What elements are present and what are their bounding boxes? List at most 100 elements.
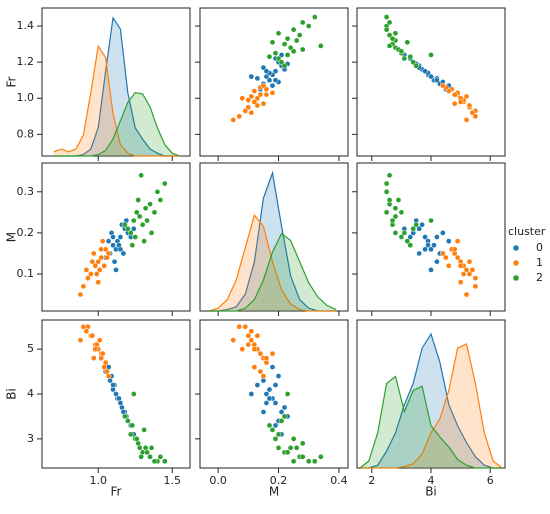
scatter-point [248, 109, 255, 116]
scatter-point [422, 246, 428, 253]
scatter-point [281, 404, 288, 411]
scatter-point [251, 364, 258, 370]
scatter-point [144, 449, 150, 456]
scatter-point [245, 104, 252, 111]
scatter-point [110, 382, 116, 388]
scatter-point [383, 180, 390, 187]
scatter-point [445, 262, 452, 269]
scatter-point [383, 14, 390, 20]
x-tick-label: 6 [487, 474, 494, 487]
scatter-point [151, 458, 158, 465]
panel: 1.0 1.5 3 4 5 [27, 319, 191, 487]
scatter-point [248, 328, 255, 335]
panel [199, 162, 349, 316]
x-tick-label: 0.4 [330, 474, 348, 487]
scatter-point [299, 440, 306, 447]
scatter-point [98, 246, 105, 253]
scatter-point [138, 172, 145, 179]
scatter-point [428, 73, 434, 80]
scatter-point [151, 209, 158, 216]
scatter-point [254, 95, 261, 102]
scatter-point [305, 458, 312, 465]
scatter-point [90, 355, 97, 361]
scatter-point [90, 250, 97, 257]
scatter-point [251, 346, 258, 353]
x-tick-label: 4 [428, 474, 435, 487]
scatter-point [386, 197, 393, 203]
x-axis-label: Bi [425, 485, 437, 499]
scatter-point [248, 337, 255, 344]
scatter-point [80, 283, 87, 290]
kde-area [53, 92, 180, 156]
x-tick-label: 0.2 [270, 474, 288, 487]
scatter-point [317, 43, 324, 49]
scatter-point [272, 50, 279, 56]
y-tick-label: 1.0 [17, 91, 35, 104]
scatter-point [117, 234, 124, 240]
scatter-point [266, 53, 273, 60]
scatter-point [148, 230, 155, 236]
scatter-point [127, 230, 134, 236]
scatter-point [269, 427, 276, 433]
scatter-point [299, 46, 306, 53]
scatter-point [466, 258, 473, 265]
scatter-point [245, 332, 252, 339]
scatter-point [428, 267, 434, 273]
scatter-point [395, 197, 402, 203]
scatter-point [157, 453, 164, 460]
scatter-point [105, 238, 112, 244]
scatter-point [401, 230, 408, 236]
scatter-point [281, 413, 288, 420]
panel [195, 7, 349, 161]
scatter-point [407, 242, 414, 249]
scatter-point [157, 197, 164, 203]
scatter-point [392, 230, 399, 236]
scatter-point [142, 205, 149, 212]
scatter-point [263, 391, 270, 397]
panel-frame [41, 162, 191, 312]
scatter-point [83, 328, 90, 335]
legend-label: 0 [536, 241, 543, 254]
scatter-point [87, 271, 94, 277]
scatter-point [386, 43, 393, 49]
scatter-point [266, 395, 273, 402]
scatter-point [454, 254, 461, 261]
scatter-point [278, 52, 285, 58]
scatter-point [242, 108, 249, 114]
scatter-point [272, 77, 279, 84]
scatter-point [407, 234, 414, 240]
scatter-point [299, 19, 306, 26]
scatter-point [117, 246, 124, 253]
scatter-point [92, 346, 99, 353]
scatter-point [83, 267, 90, 273]
scatter-point [451, 100, 458, 107]
scatter-point [101, 262, 108, 269]
scatter-point [469, 109, 476, 116]
scatter-point [466, 102, 473, 109]
scatter-point [269, 89, 276, 96]
scatter-point [275, 30, 282, 37]
scatter-point [463, 117, 470, 123]
scatter-point [398, 48, 405, 55]
scatter-point [422, 68, 428, 75]
panel [352, 7, 506, 161]
scatter-point [260, 64, 267, 71]
scatter-point [457, 279, 464, 286]
scatter-point [293, 37, 300, 44]
scatter-point [278, 59, 285, 65]
scatter-point [147, 453, 153, 460]
scatter-point [122, 413, 128, 420]
scatter-point [296, 32, 303, 38]
scatter-point [95, 258, 102, 265]
kde-line [359, 375, 502, 469]
scatter-point [272, 68, 279, 75]
scatter-point [299, 453, 306, 460]
x-tick-label: 2 [368, 474, 375, 487]
scatter-point [317, 453, 324, 460]
scatter-point [410, 225, 417, 232]
scatter-point [110, 234, 116, 240]
scatter-point [398, 234, 405, 240]
kde-area [360, 334, 502, 468]
x-tick-label: 0.0 [209, 474, 227, 487]
scatter-point [133, 435, 140, 442]
